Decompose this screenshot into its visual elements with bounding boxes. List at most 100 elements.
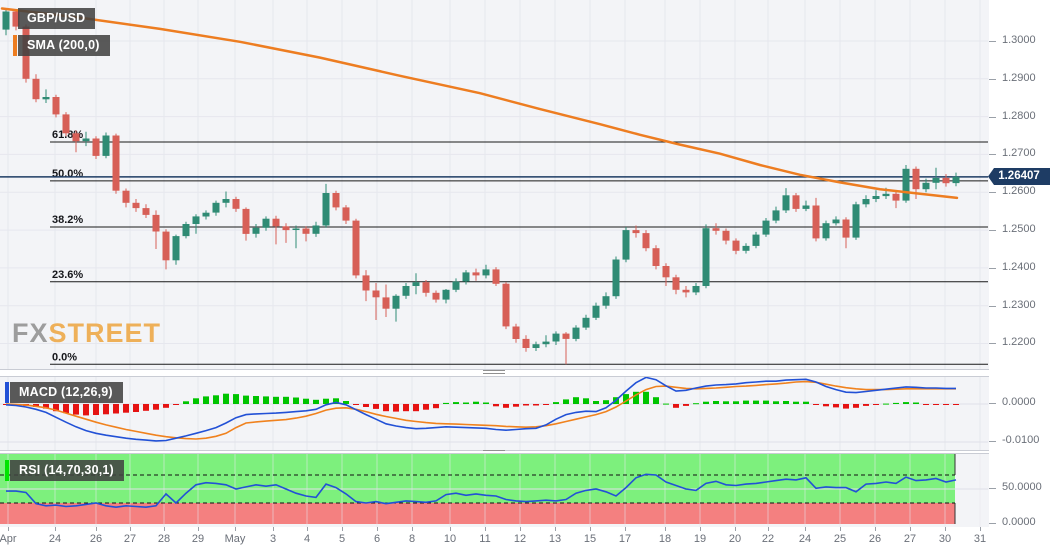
time-tick-label: 15	[583, 533, 597, 545]
time-tick-label: 24	[48, 533, 62, 545]
time-tick-mark	[130, 527, 131, 531]
svg-text:0.0%: 0.0%	[52, 351, 77, 363]
price-tick-mark	[989, 117, 996, 118]
time-tick-label: 13	[548, 533, 562, 545]
time-tick-label: 12	[513, 533, 527, 545]
time-tick-mark	[164, 527, 165, 531]
time-tick-mark	[840, 527, 841, 531]
time-tick-label: 8	[408, 533, 416, 545]
time-tick-label: 18	[658, 533, 672, 545]
time-tick-label: 5	[338, 533, 346, 545]
time-tick-mark	[96, 527, 97, 531]
time-tick-mark	[273, 527, 274, 531]
time-tick-mark	[555, 527, 556, 531]
time-tick-mark	[945, 527, 946, 531]
time-tick-mark	[700, 527, 701, 531]
time-tick-label: 17	[618, 533, 632, 545]
time-tick-mark	[8, 527, 9, 531]
time-tick-label: 26	[89, 533, 103, 545]
macd-panel[interactable]: MACD (12,26,9)	[0, 376, 990, 451]
price-tick-label: 1.2600	[1002, 185, 1036, 197]
macd-tick-label: 0.0000	[1002, 396, 1036, 408]
time-tick-mark	[450, 527, 451, 531]
price-axis[interactable]: 1.3000 1.2900 1.2800 1.2700 1.2600 1.2500 1.24…	[989, 0, 1060, 550]
time-tick-label: 24	[798, 533, 812, 545]
time-tick-label: 25	[833, 533, 847, 545]
price-tick-mark	[989, 79, 996, 80]
time-tick-label: 6	[373, 533, 381, 545]
time-tick-mark	[342, 527, 343, 531]
price-tick-label: 1.2900	[1002, 72, 1036, 84]
rsi-tick-label: 0.0000	[1002, 516, 1036, 528]
time-tick-mark	[805, 527, 806, 531]
time-axis[interactable]: Apr 24 26 27 28 29 May 3 4 5 6 8 10 11 12 13 15 17 18 19 20 2…	[0, 527, 989, 550]
macd-tick-label: -0.0100	[1002, 434, 1040, 446]
time-tick-mark	[377, 527, 378, 531]
last-price-badge: 1.26407	[988, 168, 1050, 185]
fxstreet-street-text: STREET	[48, 318, 162, 348]
time-tick-label: 31	[973, 533, 987, 545]
rsi-panel[interactable]: RSI (14,70,30,1)	[0, 453, 990, 528]
time-tick-mark	[980, 527, 981, 531]
time-tick-label: 28	[157, 533, 171, 545]
fxstreet-fx-text: FX	[12, 318, 49, 348]
time-tick-label: 29	[191, 533, 205, 545]
rsi-tick-mark	[989, 488, 996, 489]
time-tick-label: Apr	[0, 533, 17, 545]
price-tick-label: 1.3000	[1002, 34, 1036, 46]
time-tick-label: 10	[443, 533, 457, 545]
price-tick-mark	[989, 41, 996, 42]
price-tick-mark	[989, 306, 996, 307]
time-tick-mark	[55, 527, 56, 531]
svg-text:38.2%: 38.2%	[52, 214, 83, 226]
time-tick-label: 3	[269, 533, 277, 545]
svg-text:23.6%: 23.6%	[52, 269, 83, 281]
time-tick-label: May	[224, 533, 246, 545]
macd-tick-mark	[989, 403, 996, 404]
price-tick-mark	[989, 192, 996, 193]
rsi-tick-label: 50.0000	[1002, 481, 1042, 493]
time-tick-mark	[768, 527, 769, 531]
price-tick-label: 1.2700	[1002, 147, 1036, 159]
time-tick-label: 27	[903, 533, 917, 545]
time-tick-label: 27	[123, 533, 137, 545]
time-tick-mark	[485, 527, 486, 531]
time-tick-mark	[307, 527, 308, 531]
price-tick-label: 1.2300	[1002, 299, 1036, 311]
time-tick-mark	[625, 527, 626, 531]
time-tick-label: 20	[728, 533, 742, 545]
time-tick-mark	[910, 527, 911, 531]
price-tick-label: 1.2200	[1002, 336, 1036, 348]
rsi-tick-mark	[989, 523, 996, 524]
price-tick-label: 1.2500	[1002, 223, 1036, 235]
time-tick-mark	[412, 527, 413, 531]
price-tick-label: 1.2800	[1002, 110, 1036, 122]
price-tick-mark	[989, 268, 996, 269]
time-tick-label: 11	[479, 533, 491, 545]
time-tick-mark	[590, 527, 591, 531]
price-chart-canvas[interactable]: 61.8%50.0%38.2%23.6%0.0%	[0, 0, 989, 369]
price-tick-mark	[989, 154, 996, 155]
time-tick-mark	[235, 527, 236, 531]
panel-resize-grip-macd[interactable]	[483, 370, 505, 377]
time-tick-mark	[665, 527, 666, 531]
time-tick-mark	[198, 527, 199, 531]
macd-chart-canvas[interactable]	[0, 377, 989, 450]
price-panel[interactable]: 61.8% 50.0% 38.2% 23.6% 0.0% GBP/USD SMA (20…	[0, 0, 990, 370]
time-tick-mark	[875, 527, 876, 531]
time-tick-mark	[520, 527, 521, 531]
time-tick-mark	[735, 527, 736, 531]
macd-tick-mark	[989, 441, 996, 442]
price-tick-mark	[989, 343, 996, 344]
svg-text:50.0%: 50.0%	[52, 168, 83, 180]
time-tick-label: 4	[303, 533, 311, 545]
price-tick-mark	[989, 230, 996, 231]
time-tick-label: 26	[868, 533, 882, 545]
time-tick-label: 30	[938, 533, 952, 545]
time-tick-label: 22	[761, 533, 775, 545]
time-tick-label: 19	[693, 533, 707, 545]
fxstreet-watermark: FXSTREET	[12, 318, 161, 349]
rsi-chart-canvas[interactable]	[0, 454, 989, 527]
price-tick-label: 1.2400	[1002, 261, 1036, 273]
